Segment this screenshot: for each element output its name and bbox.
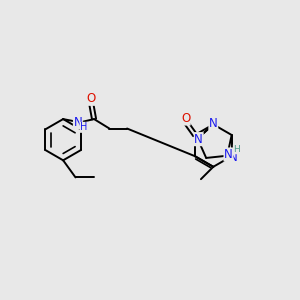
Text: H: H xyxy=(80,122,87,132)
Text: N: N xyxy=(74,116,82,128)
Text: N: N xyxy=(229,151,237,164)
Text: O: O xyxy=(181,112,190,125)
Text: N: N xyxy=(194,133,203,146)
Text: O: O xyxy=(86,92,96,105)
Text: N: N xyxy=(224,148,233,161)
Text: N: N xyxy=(209,117,218,130)
Text: H: H xyxy=(233,145,240,154)
